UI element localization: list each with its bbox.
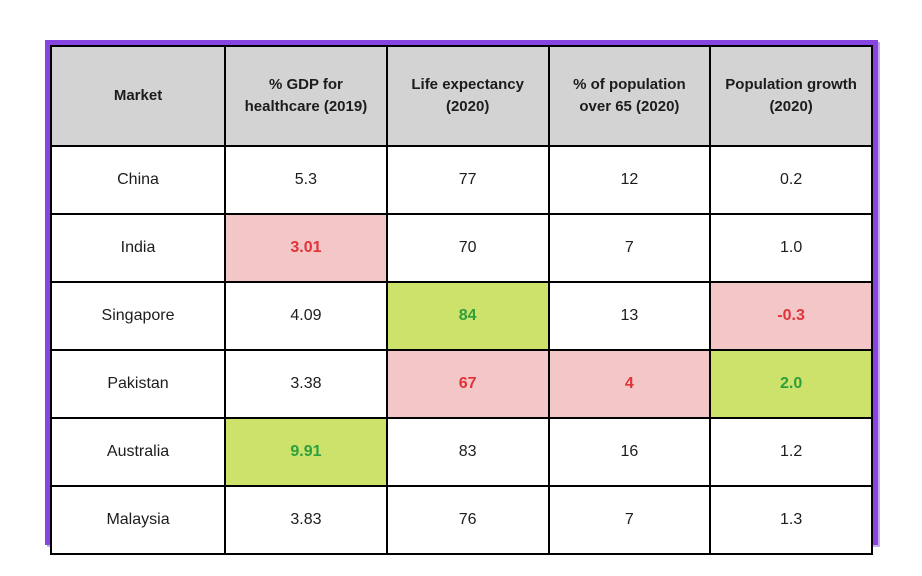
table-row: Australia 9.91 83 16 1.2 [49, 417, 873, 487]
table-row: Malaysia 3.83 76 7 1.3 [49, 485, 873, 555]
table-row: India 3.01 70 7 1.0 [49, 213, 873, 283]
value-cell: 5.3 [224, 145, 388, 215]
header-row: Market % GDP for healthcare (2019) Life … [49, 45, 873, 147]
value-cell: 1.3 [709, 485, 873, 555]
table-row: China 5.3 77 12 0.2 [49, 145, 873, 215]
value-cell: 3.01 [224, 213, 388, 283]
column-header-market: Market [49, 45, 227, 147]
value-cell: 4.09 [224, 281, 388, 351]
value-cell: 67 [385, 349, 550, 419]
value-cell: 2.0 [709, 349, 873, 419]
table-body: China 5.3 77 12 0.2 India 3.01 70 7 1.0 Singapore 4… [49, 145, 873, 555]
value-cell: 12 [547, 145, 712, 215]
data-table: Market % GDP for healthcare (2019) Life … [49, 45, 873, 555]
table-row: Pakistan 3.38 67 4 2.0 [49, 349, 873, 419]
value-cell: 16 [547, 417, 712, 487]
column-header-population-over65: % of population over 65 (2020) [547, 45, 712, 147]
market-cell: Pakistan [49, 349, 227, 419]
value-cell: 4 [547, 349, 712, 419]
value-cell: 77 [385, 145, 550, 215]
value-cell: 1.2 [709, 417, 873, 487]
market-cell: India [49, 213, 227, 283]
value-cell: 70 [385, 213, 550, 283]
value-cell: 76 [385, 485, 550, 555]
value-cell: 1.0 [709, 213, 873, 283]
table-row: Singapore 4.09 84 13 -0.3 [49, 281, 873, 351]
column-header-population-growth: Population growth (2020) [709, 45, 873, 147]
table-selection-frame[interactable]: Market % GDP for healthcare (2019) Life … [45, 40, 878, 555]
value-cell: 84 [385, 281, 550, 351]
value-cell: 3.83 [224, 485, 388, 555]
market-cell: Malaysia [49, 485, 227, 555]
market-cell: Singapore [49, 281, 227, 351]
market-cell: Australia [49, 417, 227, 487]
value-cell: 13 [547, 281, 712, 351]
value-cell: 83 [385, 417, 550, 487]
column-header-gdp-healthcare: % GDP for healthcare (2019) [224, 45, 388, 147]
value-cell: 7 [547, 213, 712, 283]
value-cell: 0.2 [709, 145, 873, 215]
column-header-life-expectancy: Life expectancy (2020) [385, 45, 550, 147]
value-cell: -0.3 [709, 281, 873, 351]
market-cell: China [49, 145, 227, 215]
value-cell: 9.91 [224, 417, 388, 487]
value-cell: 3.38 [224, 349, 388, 419]
value-cell: 7 [547, 485, 712, 555]
